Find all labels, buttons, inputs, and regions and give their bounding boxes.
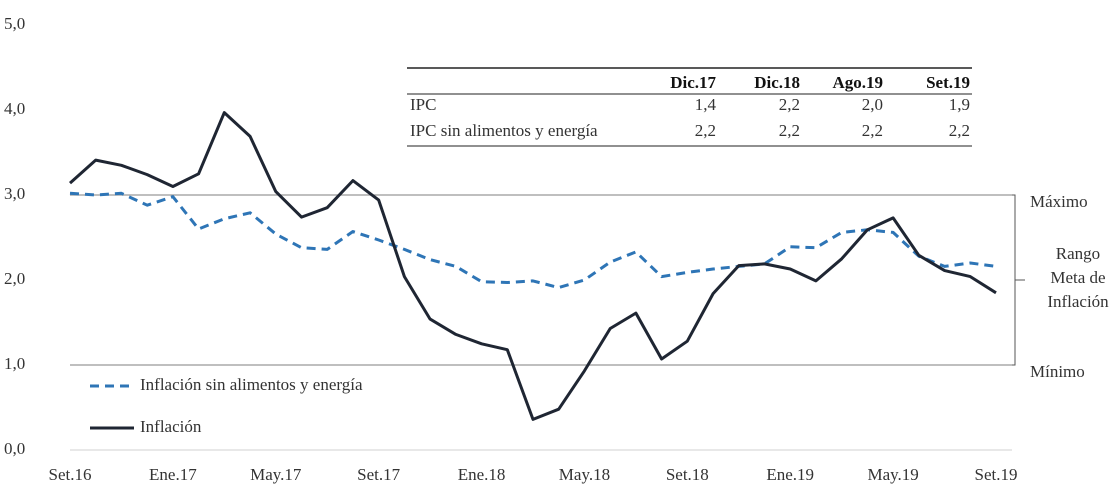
table-header: Ago.19: [832, 73, 883, 92]
range-label: Inflación: [1047, 292, 1109, 311]
table-header: Dic.18: [754, 73, 800, 92]
x-tick-label: Set.16: [49, 465, 92, 484]
table-cell: 2,2: [695, 121, 716, 140]
range-label: Meta de: [1050, 268, 1105, 287]
series-line: [68, 111, 997, 421]
table-cell: 1,4: [695, 95, 717, 114]
legend-label: Inflación sin alimentos y energía: [140, 375, 363, 394]
table-cell: 2,2: [949, 121, 970, 140]
x-tick-label: Set.18: [666, 465, 709, 484]
series-line: [69, 191, 997, 290]
table-row-label: IPC: [410, 95, 436, 114]
x-tick-label: Ene.18: [458, 465, 506, 484]
y-tick-label: 5,0: [4, 14, 25, 33]
table-cell: 2,2: [779, 121, 800, 140]
y-tick-label: 4,0: [4, 99, 25, 118]
x-tick-label: May.17: [250, 465, 302, 484]
table-cell: 2,2: [862, 121, 883, 140]
table-cell: 2,2: [779, 95, 800, 114]
y-tick-label: 1,0: [4, 354, 25, 373]
y-tick-label: 0,0: [4, 439, 25, 458]
table-header: Set.19: [926, 73, 970, 92]
range-brace: [1002, 194, 1025, 366]
x-tick-label: May.19: [867, 465, 918, 484]
table-cell: 1,9: [949, 95, 970, 114]
table-header: Dic.17: [670, 73, 716, 92]
table-cell: 2,0: [862, 95, 883, 114]
x-tick-label: Set.19: [975, 465, 1018, 484]
legend-label: Inflación: [140, 417, 202, 436]
reference-label: Máximo: [1030, 192, 1088, 211]
y-tick-label: 3,0: [4, 184, 25, 203]
y-tick-label: 2,0: [4, 269, 25, 288]
reference-label: Mínimo: [1030, 362, 1085, 381]
range-label: Rango: [1056, 244, 1100, 263]
table-row-label: IPC sin alimentos y energía: [410, 121, 598, 140]
x-tick-label: Set.17: [357, 465, 400, 484]
x-tick-label: Ene.19: [766, 465, 814, 484]
x-tick-label: Ene.17: [149, 465, 197, 484]
x-tick-label: May.18: [559, 465, 610, 484]
